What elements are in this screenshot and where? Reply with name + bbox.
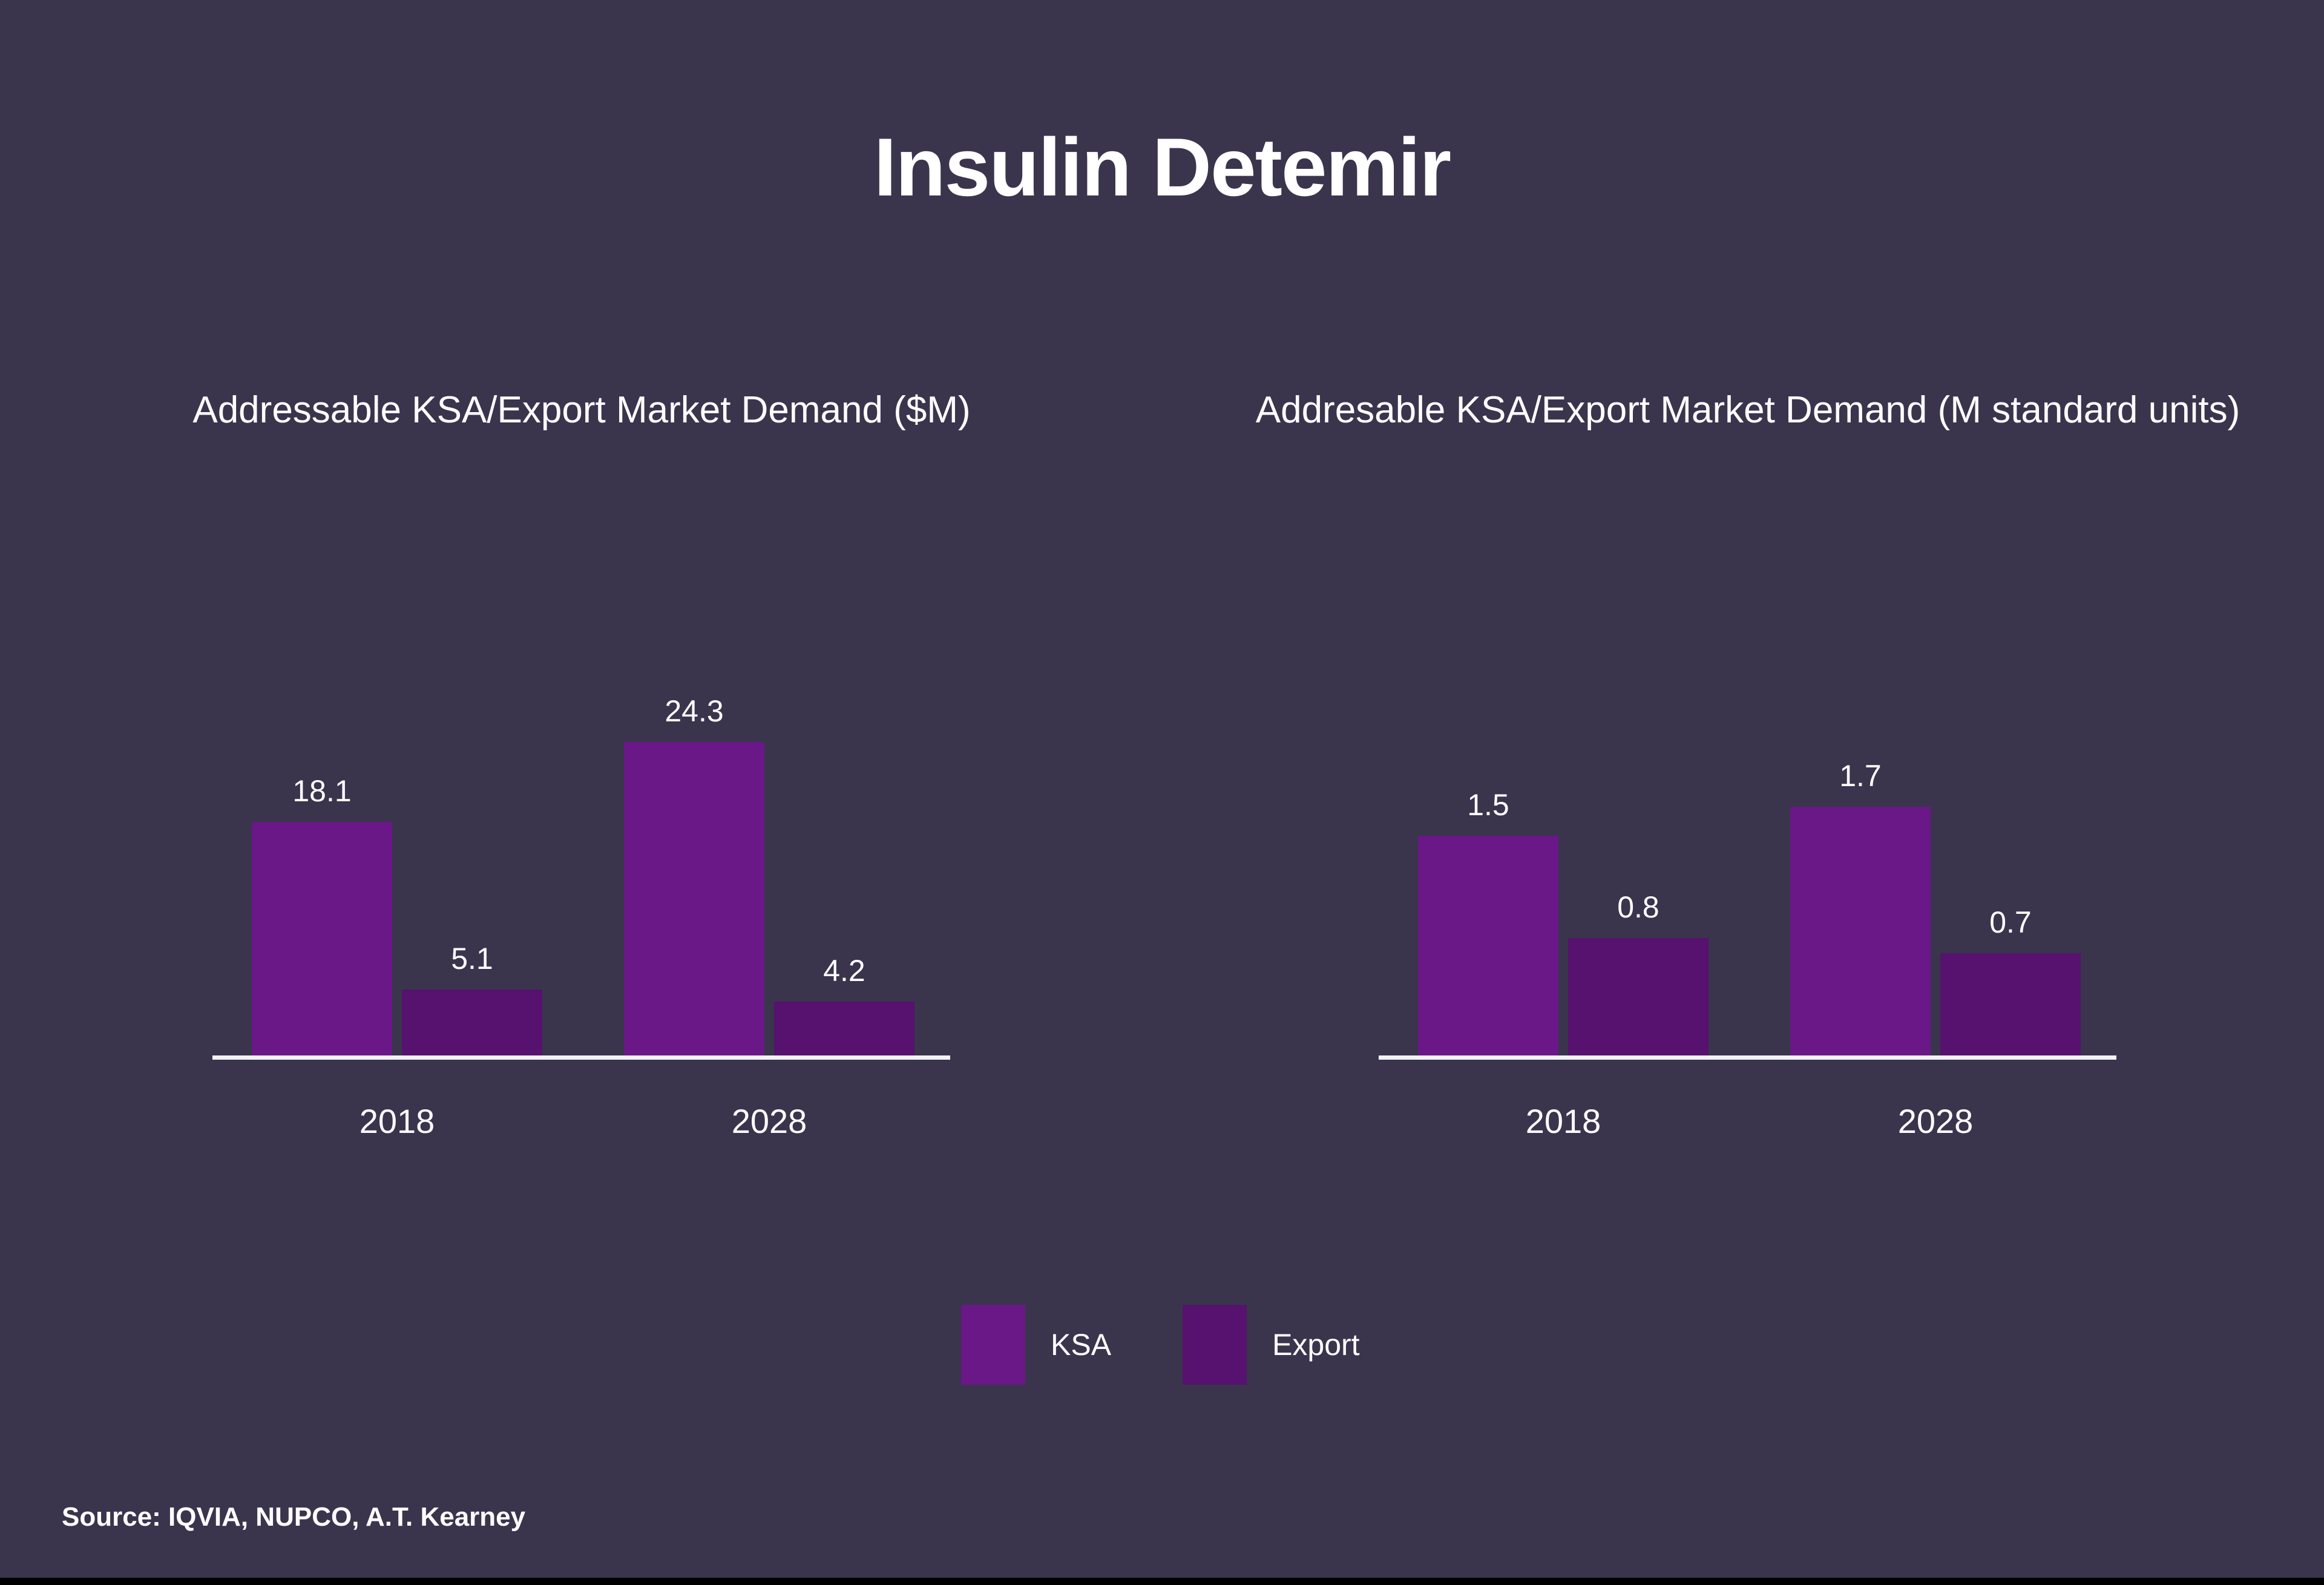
legend-item-ksa: KSA <box>961 1305 1111 1385</box>
bar-value-label: 1.7 <box>1839 759 1882 793</box>
x-axis-category-label: 2018 <box>1525 1102 1601 1140</box>
x-axis-category-label: 2018 <box>359 1102 435 1140</box>
x-axis-category-label: 2028 <box>1897 1102 1974 1140</box>
right-chart-x-axis <box>1379 1055 2116 1060</box>
ksa-swatch-icon <box>961 1305 1025 1385</box>
bar-value-label: 18.1 <box>292 774 352 808</box>
bar-export-2018 <box>402 989 542 1055</box>
bar-ksa-2028 <box>624 742 764 1055</box>
bar-value-label: 0.7 <box>1989 905 2032 939</box>
page-title: Insulin Detemir <box>873 121 1451 213</box>
bar-ksa-2028 <box>1790 807 1931 1055</box>
bar-export-2028 <box>1940 953 2081 1055</box>
bar-value-label: 1.5 <box>1467 788 1509 822</box>
bottom-strip <box>0 1578 2324 1585</box>
legend-label-export: Export <box>1272 1328 1360 1362</box>
x-axis-category-label: 2028 <box>731 1102 807 1140</box>
left-chart-title: Addressable KSA/Export Market Demand ($M… <box>192 389 971 431</box>
export-swatch-icon <box>1183 1305 1247 1385</box>
bar-value-label: 4.2 <box>823 954 865 988</box>
bar-value-label: 5.1 <box>451 942 493 976</box>
legend: KSA Export <box>961 1305 1360 1385</box>
bar-ksa-2018 <box>252 822 392 1055</box>
bar-export-2028 <box>774 1002 914 1055</box>
bar-export-2018 <box>1568 938 1709 1055</box>
right-chart-title: Addresable KSA/Export Market Demand (M s… <box>1255 389 2240 431</box>
bar-value-label: 24.3 <box>665 694 724 728</box>
bar-ksa-2018 <box>1418 836 1558 1055</box>
legend-label-ksa: KSA <box>1051 1328 1112 1362</box>
source-note: Source: IQVIA, NUPCO, A.T. Kearney <box>62 1502 526 1532</box>
legend-item-export: Export <box>1183 1305 1360 1385</box>
left-chart-x-axis <box>212 1055 950 1060</box>
bar-value-label: 0.8 <box>1617 890 1659 924</box>
